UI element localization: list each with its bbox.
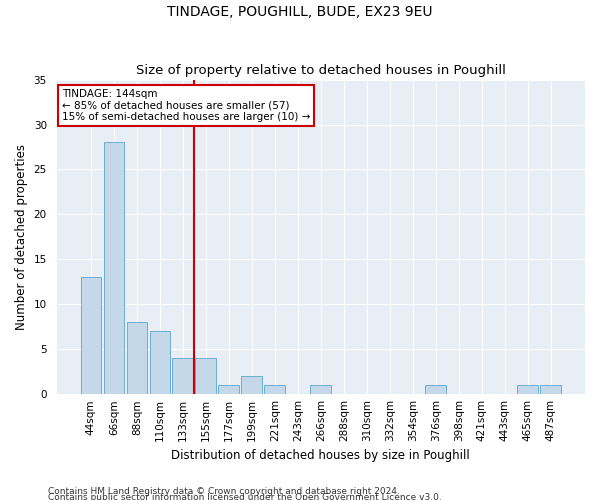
- Bar: [127, 322, 147, 394]
- X-axis label: Distribution of detached houses by size in Poughill: Distribution of detached houses by size …: [172, 450, 470, 462]
- Bar: [196, 358, 216, 394]
- Bar: [540, 385, 561, 394]
- Bar: [104, 142, 124, 394]
- Bar: [149, 332, 170, 394]
- Bar: [425, 385, 446, 394]
- Text: TINDAGE: 144sqm
← 85% of detached houses are smaller (57)
15% of semi-detached h: TINDAGE: 144sqm ← 85% of detached houses…: [62, 89, 310, 122]
- Text: Contains HM Land Registry data © Crown copyright and database right 2024.: Contains HM Land Registry data © Crown c…: [48, 486, 400, 496]
- Title: Size of property relative to detached houses in Poughill: Size of property relative to detached ho…: [136, 64, 506, 77]
- Text: TINDAGE, POUGHILL, BUDE, EX23 9EU: TINDAGE, POUGHILL, BUDE, EX23 9EU: [167, 5, 433, 19]
- Bar: [241, 376, 262, 394]
- Text: Contains public sector information licensed under the Open Government Licence v3: Contains public sector information licen…: [48, 492, 442, 500]
- Bar: [517, 385, 538, 394]
- Bar: [172, 358, 193, 394]
- Bar: [265, 385, 285, 394]
- Y-axis label: Number of detached properties: Number of detached properties: [15, 144, 28, 330]
- Bar: [310, 385, 331, 394]
- Bar: [218, 385, 239, 394]
- Bar: [80, 278, 101, 394]
